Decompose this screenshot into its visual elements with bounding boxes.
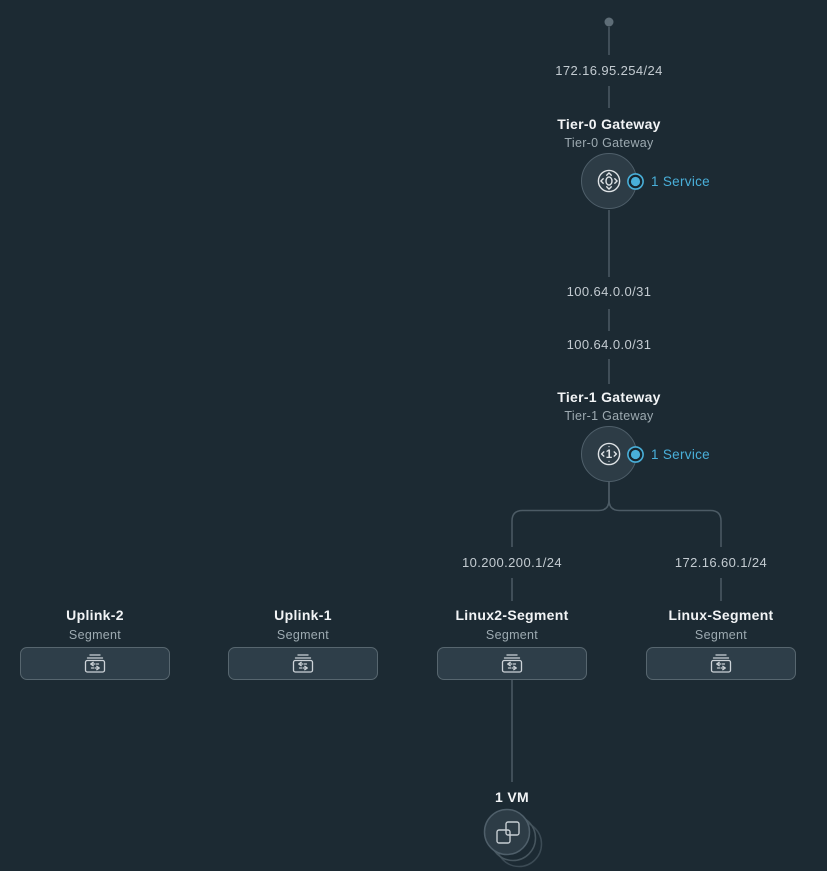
svg-text:1: 1 [606, 449, 613, 461]
service-badge-icon [626, 445, 645, 464]
vm-group-node[interactable] [478, 804, 578, 871]
segment-node-linux2-segment[interactable] [437, 647, 587, 680]
segment-icon [290, 653, 316, 675]
service-badge-icon [626, 172, 645, 191]
segment-node-uplink-1[interactable] [228, 647, 378, 680]
uplink-ip-label: 172.16.95.254/24 [555, 63, 663, 78]
tier1-gateway-icon: 1 [594, 439, 624, 469]
segment-icon [499, 653, 525, 675]
segment-icon [708, 653, 734, 675]
segment-subtitle: Segment [68, 628, 122, 642]
segment-subtitle: Segment [694, 628, 748, 642]
uplink-endpoint-dot [604, 17, 614, 27]
vm-stack-icon [496, 821, 520, 844]
tier1-services-label: 1 Service [651, 447, 710, 462]
tier1-gateway-subtitle: Tier-1 Gateway [564, 409, 654, 423]
segment-subtitle: Segment [485, 628, 539, 642]
segment-node-linux-segment[interactable] [646, 647, 796, 680]
tier1-gateway-title: Tier-1 Gateway [557, 389, 661, 405]
tier0-services-badge[interactable]: 1 Service [626, 172, 710, 191]
downlink-ip-label: 10.200.200.1/24 [462, 555, 562, 570]
t0-t1-link-ip-label: 100.64.0.0/31 [566, 284, 652, 299]
segment-node-uplink-2[interactable] [20, 647, 170, 680]
segment-title-linux-segment: Linux-Segment [668, 607, 774, 623]
tier0-gateway-subtitle: Tier-0 Gateway [564, 136, 654, 150]
vm-count-label: 1 VM [495, 789, 529, 805]
tier0-gateway-title: Tier-0 Gateway [557, 116, 661, 132]
tier0-services-label: 1 Service [651, 174, 710, 189]
t0-t1-link-ip-label: 100.64.0.0/31 [566, 337, 652, 352]
segment-title-uplink-1: Uplink-1 [274, 607, 332, 623]
segment-title-linux2-segment: Linux2-Segment [455, 607, 569, 623]
tier0-gateway-icon [594, 166, 624, 196]
tier1-services-badge[interactable]: 1 Service [626, 445, 710, 464]
segment-subtitle: Segment [276, 628, 330, 642]
segment-title-uplink-2: Uplink-2 [66, 607, 124, 623]
downlink-ip-label: 172.16.60.1/24 [674, 555, 768, 570]
segment-icon [82, 653, 108, 675]
